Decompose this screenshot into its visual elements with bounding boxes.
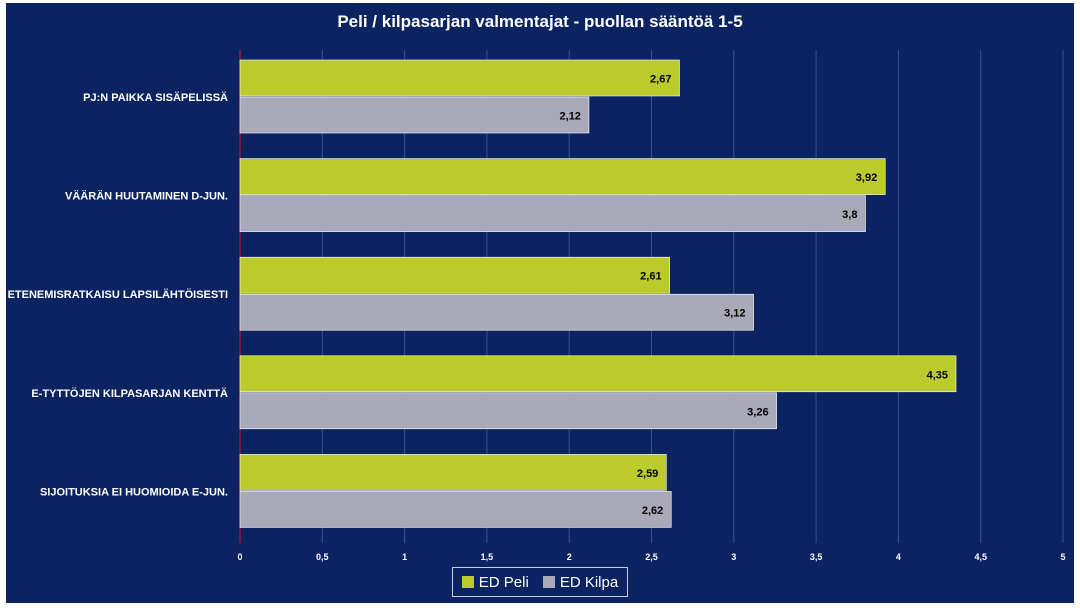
x-tick-label: 4 [896,552,901,562]
bar-ed-peli [239,256,670,294]
x-tick-label: 3 [731,552,736,562]
data-label: 3,8 [842,209,857,221]
data-label: 2,62 [642,505,663,517]
category-label: VÄÄRÄN HUUTAMINEN D-JUN. [65,190,228,203]
bar-ed-peli [239,454,667,491]
bar-ed-kilpa [239,293,754,331]
data-label: 2,12 [560,111,581,123]
legend-swatch-peli [461,576,474,588]
x-tick-label: 0 [237,552,242,562]
legend-item-peli: ED Peli [461,573,529,591]
category-label: PJ:N PAIKKA SISÄPELISSÄ [83,91,228,104]
bar-ed-kilpa [239,392,777,430]
data-label: 3,12 [724,308,745,320]
legend-swatch-kilpa [542,576,555,588]
x-tick-label: 2,5 [645,552,658,562]
category-label: SIJOITUKSIA EI HUOMIOIDA E-JUN. [40,486,228,498]
x-tick-label: 1,5 [481,552,494,562]
bar-ed-peli [239,59,680,97]
legend-item-kilpa: ED Kilpa [542,573,619,591]
data-label: 4,35 [927,369,948,381]
x-tick-label: 3,5 [810,552,823,562]
bar-ed-kilpa [239,96,590,134]
data-label: 3,92 [856,172,877,184]
bar-ed-kilpa [239,491,672,528]
legend: ED Peli ED Kilpa [452,567,628,597]
bar-ed-kilpa [239,195,866,232]
legend-label-kilpa: ED Kilpa [559,573,619,591]
chart-title: Peli / kilpasarjan valmentajat - puollan… [337,12,743,31]
data-label: 2,61 [640,271,661,283]
data-label: 3,26 [747,406,768,418]
x-tick-label: 1 [402,552,407,562]
data-label: 2,59 [637,468,658,480]
bar-ed-peli [239,355,957,393]
x-tick-label: 5 [1060,552,1065,562]
x-tick-label: 4,5 [974,552,987,562]
category-label: ETENEMISRATKAISU LAPSILÄHTÖISESTI [8,288,228,301]
x-tick-label: 2 [567,552,572,562]
x-tick-label: 0,5 [316,552,329,562]
category-label: E-TYTTÖJEN KILPASARJAN KENTTÄ [31,387,228,400]
legend-label-peli: ED Peli [478,573,529,591]
data-label: 2,67 [650,74,671,86]
bar-ed-peli [239,158,886,195]
